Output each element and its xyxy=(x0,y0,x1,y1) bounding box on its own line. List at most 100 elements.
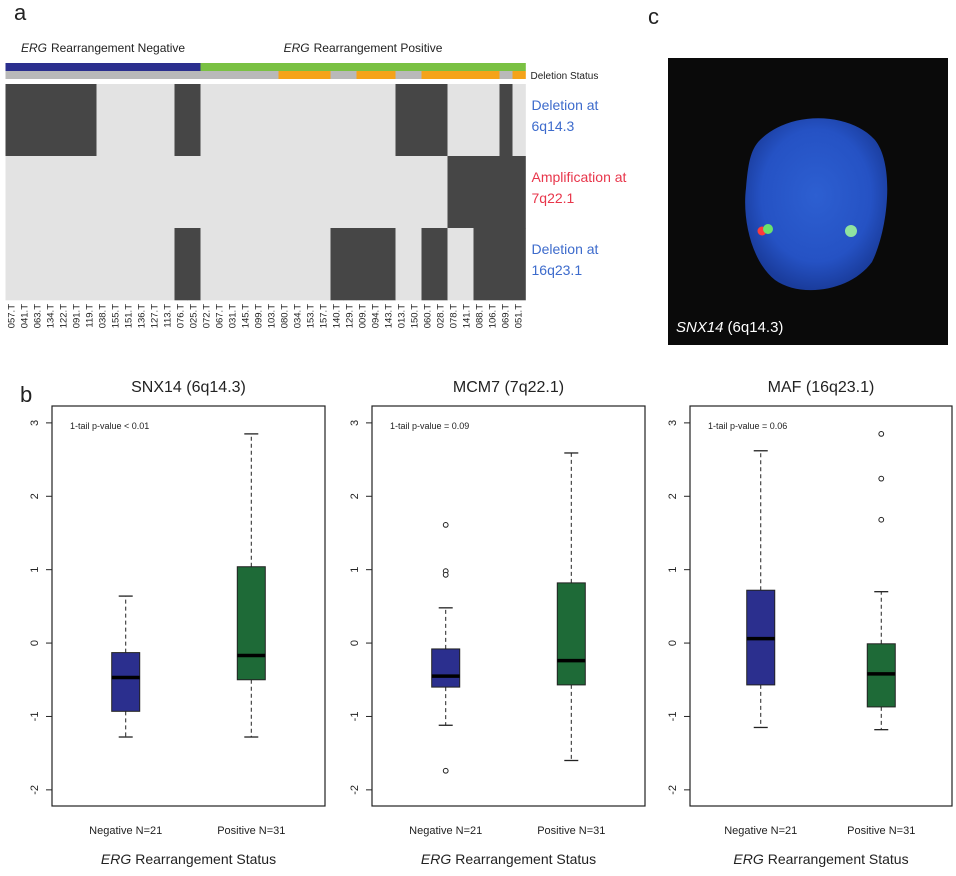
heatmap-cell xyxy=(435,156,448,228)
group-bar xyxy=(175,63,188,71)
status-cell xyxy=(214,71,227,79)
heatmap-cell xyxy=(344,228,357,300)
sample-label: 136.T xyxy=(137,304,148,328)
group-bar xyxy=(214,63,227,71)
sample-label: 153.T xyxy=(306,304,317,328)
heatmap-cell xyxy=(58,228,71,300)
x-axis-label-text: Rearrangement Status xyxy=(768,851,909,867)
heatmap-cell xyxy=(84,84,97,156)
heatmap-cell xyxy=(175,228,188,300)
group-label-italic: ERG xyxy=(21,41,47,55)
sample-label: 150.T xyxy=(410,304,421,328)
heatmap-cell xyxy=(162,156,175,228)
y-tick-label: -2 xyxy=(349,785,361,795)
heatmap-cell xyxy=(149,156,162,228)
group-bar xyxy=(58,63,71,71)
group-bar xyxy=(474,63,487,71)
status-cell xyxy=(383,71,396,79)
sample-label: 067.T xyxy=(215,304,226,328)
sample-label: 094.T xyxy=(371,304,382,328)
heatmap-cell xyxy=(318,228,331,300)
heatmap-cell xyxy=(71,156,84,228)
heatmap-cell xyxy=(253,156,266,228)
sample-label: 028.T xyxy=(436,304,447,328)
group-bar xyxy=(188,63,201,71)
heatmap-cell xyxy=(461,156,474,228)
y-tick-label: 2 xyxy=(667,493,679,499)
panel-label: c xyxy=(648,4,659,29)
sample-label: 031.T xyxy=(228,304,239,328)
outlier xyxy=(879,517,884,522)
y-tick-label: -1 xyxy=(349,712,361,722)
group-bar xyxy=(279,63,292,71)
x-tick-label: Negative N=21 xyxy=(89,825,162,837)
heatmap-cell xyxy=(253,84,266,156)
group-bar xyxy=(19,63,32,71)
sample-label: 057.T xyxy=(7,304,18,328)
status-cell xyxy=(396,71,409,79)
heatmap-cell xyxy=(6,228,19,300)
plot-frame xyxy=(52,406,325,806)
box xyxy=(557,583,585,685)
panel-label: a xyxy=(14,0,27,25)
heatmap-cell xyxy=(201,156,214,228)
status-cell xyxy=(84,71,97,79)
heatmap-cell xyxy=(240,84,253,156)
heatmap-cell xyxy=(292,156,305,228)
heatmap-cell xyxy=(97,228,110,300)
sample-label: 060.T xyxy=(423,304,434,328)
heatmap-cell xyxy=(162,84,175,156)
heatmap-cell xyxy=(71,228,84,300)
sample-label: 088.T xyxy=(475,304,486,328)
outlier xyxy=(443,572,448,577)
heatmap-cell xyxy=(305,156,318,228)
status-cell xyxy=(19,71,32,79)
heatmap-cell xyxy=(331,84,344,156)
heatmap-cell xyxy=(357,228,370,300)
outlier xyxy=(443,522,448,527)
heatmap-cell xyxy=(435,84,448,156)
heatmap-cell xyxy=(422,156,435,228)
group-label-italic: ERG xyxy=(284,41,310,55)
y-tick-label: -2 xyxy=(29,785,41,795)
group-bar xyxy=(448,63,461,71)
x-axis-label-italic: ERG xyxy=(421,851,451,867)
group-bar xyxy=(136,63,149,71)
heatmap-cell xyxy=(19,156,32,228)
status-cell xyxy=(279,71,292,79)
sample-label: 113.T xyxy=(163,304,174,328)
outlier xyxy=(879,476,884,481)
heatmap-cell xyxy=(162,228,175,300)
x-axis-label-text: Rearrangement Status xyxy=(135,851,276,867)
heatmap-cell xyxy=(58,156,71,228)
x-axis-label-italic: ERG xyxy=(733,851,763,867)
heatmap-cell xyxy=(58,84,71,156)
group-bar xyxy=(513,63,526,71)
sample-label: 078.T xyxy=(449,304,460,328)
heatmap-cell xyxy=(32,84,45,156)
status-cell xyxy=(201,71,214,79)
y-tick-label: 1 xyxy=(349,567,361,573)
heatmap-cell xyxy=(396,84,409,156)
row-label: 6q14.3 xyxy=(532,118,575,134)
status-cell xyxy=(370,71,383,79)
x-axis-label-text: Rearrangement Status xyxy=(455,851,596,867)
plot-frame xyxy=(690,406,952,806)
heatmap-cell xyxy=(344,156,357,228)
heatmap-cell xyxy=(474,84,487,156)
heatmap-cell xyxy=(409,228,422,300)
status-cell xyxy=(110,71,123,79)
heatmap-cell xyxy=(422,228,435,300)
heatmap-cell xyxy=(227,156,240,228)
y-tick-label: 1 xyxy=(29,567,41,573)
heatmap-cell xyxy=(435,228,448,300)
row-label: Deletion at xyxy=(532,97,599,113)
y-tick-label: 0 xyxy=(349,640,361,646)
heatmap-cell xyxy=(136,156,149,228)
sample-label: 069.T xyxy=(501,304,512,328)
status-cell xyxy=(461,71,474,79)
group-bar xyxy=(370,63,383,71)
status-cell xyxy=(409,71,422,79)
